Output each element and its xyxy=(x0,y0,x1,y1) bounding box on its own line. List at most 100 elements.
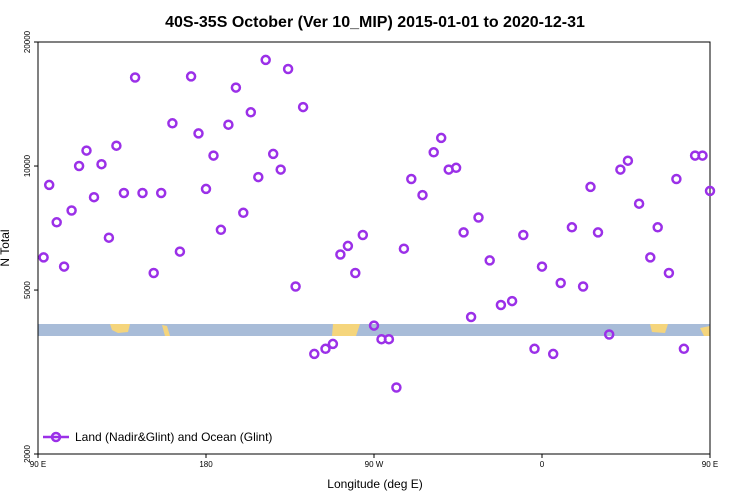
data-point-35 xyxy=(320,343,331,355)
data-point-2 xyxy=(51,217,62,228)
data-point-75 xyxy=(678,343,690,355)
data-point-25 xyxy=(238,207,249,219)
data-point-17 xyxy=(174,246,186,257)
data-point-52 xyxy=(458,227,469,238)
data-point-72 xyxy=(652,222,663,233)
data-point-57 xyxy=(506,295,518,307)
data-point-51 xyxy=(450,162,462,174)
data-point-8 xyxy=(96,158,107,170)
legend: Land (Nadir&Glint) and Ocean (Glint) xyxy=(43,430,272,444)
data-point-70 xyxy=(633,198,645,209)
data-point-13 xyxy=(137,187,148,199)
data-point-6 xyxy=(81,145,92,156)
data-point-61 xyxy=(547,348,559,360)
x-tick-label-3: 0 xyxy=(540,460,545,469)
data-point-69 xyxy=(622,155,634,166)
data-point-11 xyxy=(118,187,130,199)
data-point-1 xyxy=(43,179,55,191)
data-point-24 xyxy=(230,82,242,93)
data-point-47 xyxy=(417,189,428,201)
data-point-12 xyxy=(129,72,141,83)
data-point-49 xyxy=(435,132,447,144)
data-point-27 xyxy=(253,171,264,183)
data-point-78 xyxy=(704,185,716,197)
data-point-15 xyxy=(155,187,167,199)
data-point-26 xyxy=(245,107,257,118)
data-point-59 xyxy=(529,343,540,355)
data-point-38 xyxy=(342,240,354,252)
data-point-31 xyxy=(282,63,294,75)
data-point-71 xyxy=(645,252,656,263)
data-point-56 xyxy=(495,299,507,311)
y-tick-label-1: 5000 xyxy=(23,281,32,299)
data-point-46 xyxy=(406,173,417,185)
land-australia xyxy=(110,324,130,333)
plot-frame xyxy=(37,41,711,455)
data-point-73 xyxy=(663,267,675,279)
data-point-3 xyxy=(58,261,70,272)
legend-marker xyxy=(50,431,62,443)
data-point-5 xyxy=(73,160,85,172)
y-tick-label-2: 10000 xyxy=(23,154,32,177)
data-point-62 xyxy=(555,277,566,289)
y-axis-label: N Total xyxy=(0,229,12,266)
data-point-14 xyxy=(148,267,159,279)
land-new-zealand xyxy=(162,325,170,336)
data-point-7 xyxy=(88,191,100,203)
data-point-33 xyxy=(297,101,309,113)
y-axis-ticks: 2000 5000 10000 20000 xyxy=(23,30,38,463)
data-point-39 xyxy=(350,267,361,279)
data-point-29 xyxy=(267,148,279,160)
data-point-74 xyxy=(671,173,682,185)
data-point-40 xyxy=(357,229,369,241)
x-tick-label-2: 90 W xyxy=(365,460,384,469)
x-tick-label-1: 180 xyxy=(199,460,213,469)
data-point-0 xyxy=(38,252,49,263)
data-point-21 xyxy=(208,150,219,161)
x-axis-ticks: 90 E 180 90 W 0 90 E xyxy=(30,454,718,469)
land-australia-repeat xyxy=(700,326,710,336)
data-point-43 xyxy=(383,333,395,345)
data-point-30 xyxy=(275,164,286,175)
data-point-63 xyxy=(566,222,578,233)
data-point-10 xyxy=(111,140,122,151)
x-tick-label-4: 90 E xyxy=(702,460,718,469)
data-point-58 xyxy=(518,229,529,241)
data-point-23 xyxy=(223,119,234,130)
data-point-54 xyxy=(473,212,484,223)
data-point-77 xyxy=(697,150,708,161)
data-point-48 xyxy=(428,147,439,158)
data-point-65 xyxy=(585,181,596,193)
data-point-9 xyxy=(103,232,115,243)
data-point-16 xyxy=(167,118,178,129)
data-point-36 xyxy=(327,338,339,350)
data-point-37 xyxy=(335,249,346,260)
data-point-44 xyxy=(391,382,402,393)
data-point-53 xyxy=(465,311,477,323)
data-point-18 xyxy=(185,71,197,82)
data-points xyxy=(38,54,716,393)
data-point-66 xyxy=(592,227,604,238)
data-point-4 xyxy=(66,205,77,216)
data-point-68 xyxy=(615,164,626,175)
legend-label: Land (Nadir&Glint) and Ocean (Glint) xyxy=(75,430,272,444)
land-south-america xyxy=(332,324,360,336)
y-tick-label-0: 2000 xyxy=(23,445,32,463)
data-point-19 xyxy=(193,128,204,139)
x-tick-label-0: 90 E xyxy=(30,460,46,469)
data-point-41 xyxy=(368,320,380,331)
data-point-20 xyxy=(200,183,212,195)
data-point-67 xyxy=(603,329,615,340)
land-africa xyxy=(650,324,668,333)
chart-title: 40S-35S October (Ver 10_MIP) 2015-01-01 … xyxy=(165,14,585,31)
data-point-28 xyxy=(260,54,271,66)
data-point-22 xyxy=(215,224,227,236)
x-axis-label: Longitude (deg E) xyxy=(327,477,422,491)
data-point-34 xyxy=(309,348,320,360)
data-point-32 xyxy=(290,281,301,292)
data-point-55 xyxy=(484,255,495,266)
data-point-45 xyxy=(398,243,410,254)
y-tick-label-3: 20000 xyxy=(23,30,32,53)
data-point-60 xyxy=(536,261,548,272)
